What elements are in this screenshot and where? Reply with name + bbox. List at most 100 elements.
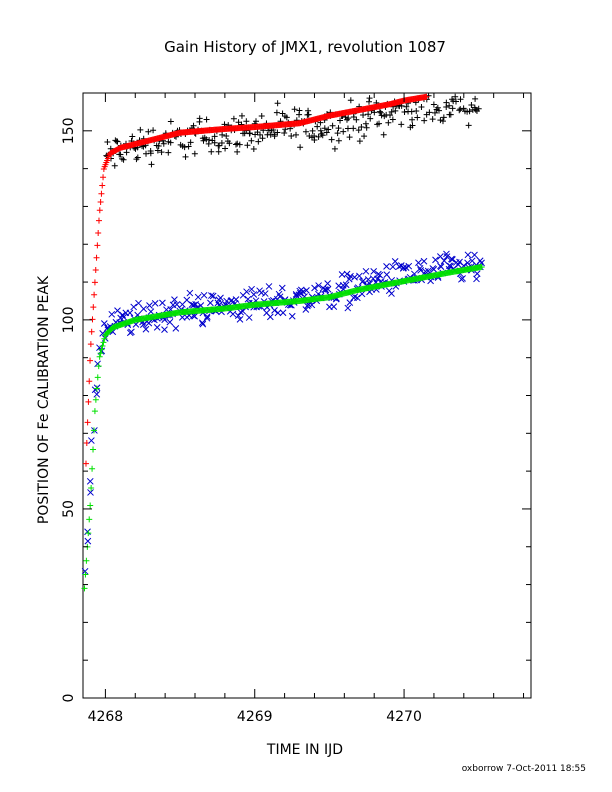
data-point bbox=[87, 357, 94, 364]
data-point bbox=[100, 339, 107, 346]
data-point bbox=[248, 285, 255, 293]
data-point bbox=[205, 140, 212, 147]
plot-frame bbox=[82, 92, 532, 699]
data-point bbox=[429, 116, 436, 123]
data-point bbox=[261, 290, 269, 297]
data-point bbox=[324, 285, 332, 293]
data-point bbox=[243, 288, 250, 296]
data-point bbox=[471, 251, 478, 259]
data-point bbox=[87, 341, 94, 348]
data-point bbox=[83, 557, 90, 564]
data-point bbox=[468, 102, 475, 109]
data-point bbox=[356, 272, 363, 280]
data-point bbox=[203, 314, 211, 322]
data-point bbox=[376, 271, 384, 279]
data-point bbox=[129, 133, 136, 140]
data-point bbox=[409, 116, 416, 123]
data-point bbox=[154, 147, 161, 154]
data-point bbox=[84, 537, 92, 545]
data-point bbox=[203, 136, 210, 143]
data-point bbox=[96, 353, 103, 360]
data-point bbox=[388, 108, 395, 115]
data-point bbox=[95, 363, 102, 370]
data-point bbox=[181, 144, 188, 151]
data-point bbox=[309, 127, 316, 134]
x-tick-label: 4269 bbox=[237, 709, 273, 725]
data-point bbox=[422, 268, 429, 275]
data-point bbox=[93, 385, 100, 392]
data-point bbox=[389, 116, 396, 123]
data-point bbox=[362, 267, 370, 275]
data-point bbox=[421, 117, 428, 124]
data-point bbox=[140, 305, 147, 313]
data-point bbox=[232, 296, 240, 303]
data-point bbox=[466, 108, 473, 115]
data-point bbox=[128, 328, 135, 336]
data-point bbox=[88, 484, 95, 491]
data-point bbox=[315, 282, 322, 289]
data-point bbox=[302, 306, 310, 313]
series-0 bbox=[103, 92, 482, 169]
data-point bbox=[330, 303, 338, 310]
data-point bbox=[95, 230, 102, 237]
data-point bbox=[473, 275, 480, 283]
data-point bbox=[414, 114, 421, 121]
data-point bbox=[100, 174, 107, 181]
data-point bbox=[378, 112, 385, 119]
data-point bbox=[344, 125, 351, 132]
data-point bbox=[84, 528, 91, 536]
data-point bbox=[334, 130, 341, 137]
data-point bbox=[288, 312, 296, 320]
data-point bbox=[226, 140, 233, 147]
data-point bbox=[218, 140, 225, 147]
data-point bbox=[92, 396, 99, 403]
data-point bbox=[391, 258, 399, 265]
data-point bbox=[329, 122, 336, 129]
data-point bbox=[243, 118, 250, 125]
data-point bbox=[93, 390, 101, 398]
data-point bbox=[443, 250, 450, 258]
data-point bbox=[234, 148, 241, 155]
data-point bbox=[203, 116, 210, 123]
data-point bbox=[203, 313, 211, 320]
data-point bbox=[271, 307, 278, 314]
data-point bbox=[452, 93, 459, 100]
plot-area: 0 50 100 150 4268 4269 4270 bbox=[61, 92, 532, 725]
data-point bbox=[473, 270, 481, 277]
data-point bbox=[252, 118, 259, 125]
data-point bbox=[365, 111, 372, 118]
data-point bbox=[465, 122, 472, 129]
series-2 bbox=[81, 250, 485, 575]
data-point bbox=[472, 95, 479, 102]
data-point bbox=[258, 113, 265, 120]
data-point bbox=[166, 318, 174, 326]
data-point bbox=[347, 97, 354, 104]
data-point bbox=[460, 105, 467, 112]
data-point bbox=[191, 150, 198, 157]
data-point bbox=[199, 320, 207, 328]
data-point bbox=[360, 112, 367, 119]
data-point bbox=[97, 350, 104, 357]
data-point bbox=[200, 291, 208, 299]
data-point bbox=[194, 293, 202, 301]
data-point bbox=[89, 465, 96, 472]
data-point bbox=[130, 303, 138, 311]
data-point bbox=[430, 101, 437, 108]
data-point bbox=[99, 182, 106, 189]
data-point bbox=[111, 162, 118, 169]
data-point bbox=[182, 153, 189, 160]
data-point bbox=[346, 299, 354, 306]
data-point bbox=[347, 272, 354, 280]
data-point bbox=[426, 109, 433, 116]
data-point bbox=[191, 312, 198, 320]
data-point bbox=[90, 427, 97, 434]
data-point bbox=[376, 120, 383, 127]
x-tick-label: 4268 bbox=[88, 709, 124, 725]
data-point bbox=[98, 346, 105, 353]
data-point bbox=[325, 126, 332, 133]
chart-title: Gain History of JMX1, revolution 1087 bbox=[164, 38, 446, 56]
data-point bbox=[123, 149, 130, 156]
data-point bbox=[453, 98, 460, 105]
data-point bbox=[409, 122, 416, 129]
data-point bbox=[449, 256, 456, 263]
